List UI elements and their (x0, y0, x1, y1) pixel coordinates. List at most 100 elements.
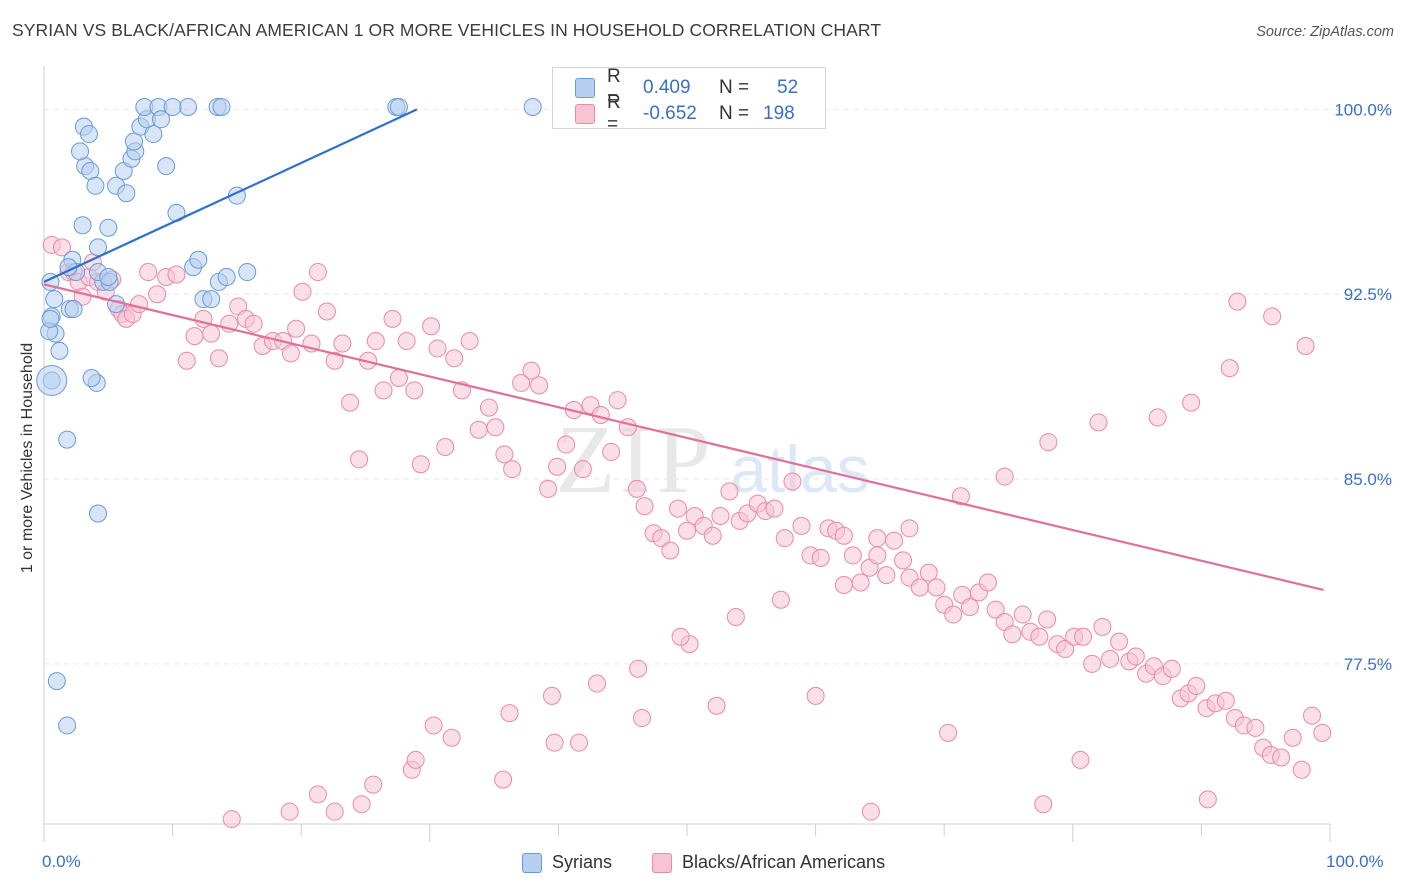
black-point-78 (661, 541, 680, 560)
black-point-163 (545, 733, 564, 752)
black-point-142 (1216, 691, 1235, 710)
black-point-15 (130, 295, 149, 314)
black-point-104 (885, 531, 904, 550)
black-point-103 (877, 566, 896, 585)
legend-n-label: N = (719, 77, 750, 98)
black-point-75 (635, 497, 654, 516)
syrian-point-18 (86, 176, 105, 195)
black-point-28 (244, 314, 263, 333)
black-point-150 (1292, 760, 1311, 779)
y-tick-labels: 100.0% 92.5% 85.0% 77.5% (1334, 100, 1392, 673)
black-point-169 (308, 785, 327, 804)
black-point-57 (479, 398, 498, 417)
black-point-128 (1093, 617, 1112, 636)
black-point-122 (1038, 610, 1057, 629)
black-point-129 (1101, 649, 1120, 668)
black-point-121 (1030, 627, 1049, 646)
black-point-83 (703, 526, 722, 545)
black-point-62 (522, 361, 541, 380)
syrian-point-14 (71, 142, 90, 161)
black-point-77 (652, 529, 671, 548)
black-point-55 (460, 332, 479, 351)
black-point-1 (53, 238, 72, 257)
black-point-152 (1313, 723, 1332, 742)
black-point-40 (341, 393, 360, 412)
black-point-136 (1162, 659, 1181, 678)
black-point-188 (1039, 433, 1058, 452)
legend-swatch-syrians (575, 78, 595, 98)
black-point-45 (383, 309, 402, 328)
black-point-159 (861, 802, 880, 821)
black-point-90 (765, 499, 784, 518)
black-point-203 (364, 775, 383, 794)
black-point-193 (834, 575, 853, 594)
black-point-113 (960, 598, 979, 617)
black-point-63 (530, 376, 549, 395)
black-point-46 (389, 369, 408, 388)
black-point-111 (944, 605, 963, 624)
syrian-point-2 (45, 290, 64, 309)
black-point-60 (503, 460, 522, 479)
syrian-point-51 (89, 504, 108, 523)
black-point-197 (629, 659, 648, 678)
black-point-93 (792, 516, 811, 535)
series-syrians-points (36, 97, 542, 735)
syrian-point-49 (389, 97, 408, 116)
black-point-156 (1071, 750, 1090, 769)
series-legend-syrians[interactable]: Syrians (522, 852, 612, 873)
black-point-192 (868, 529, 887, 548)
y-tick-label-3: 77.5% (1344, 655, 1392, 674)
syrian-point-52 (47, 672, 66, 691)
syrian-point-16 (80, 125, 99, 144)
source-label: Source: ZipAtlas.com (1256, 24, 1394, 40)
legend-n-value-black: 198 (763, 103, 795, 124)
black-point-59 (495, 445, 514, 464)
black-point-145 (1246, 718, 1265, 737)
black-point-130 (1110, 632, 1129, 651)
black-point-190 (951, 487, 970, 506)
black-point-107 (910, 578, 929, 597)
syrian-point-50 (523, 97, 542, 116)
syrian-point-5 (50, 341, 69, 360)
black-point-44 (374, 381, 393, 400)
legend-row-syrians: R = 0.409 N = 52 (575, 66, 798, 109)
correlation-legend: R = 0.409 N = 52 R = -0.652 N = 198 (552, 66, 826, 135)
black-point-127 (1083, 654, 1102, 673)
legend-swatch-black (575, 104, 595, 124)
series-legend-label-syrians: Syrians (552, 852, 613, 872)
syrian-point-12 (73, 216, 92, 235)
black-point-48 (405, 381, 424, 400)
syrian-point-43 (202, 290, 221, 309)
grid-lines (44, 108, 1392, 665)
black-point-23 (202, 324, 221, 343)
series-legend-swatch-black (652, 852, 672, 873)
series-legend-black[interactable]: Blacks/African Americans (652, 852, 885, 873)
series-legend-swatch-syrians (522, 852, 542, 873)
black-point-170 (280, 802, 299, 821)
black-point-91 (775, 529, 794, 548)
legend-r-label: R = (607, 66, 621, 109)
black-point-56 (469, 420, 488, 439)
black-point-160 (707, 696, 726, 715)
black-point-182 (1263, 307, 1282, 326)
black-point-84 (711, 506, 730, 525)
black-point-38 (325, 351, 344, 370)
black-point-116 (986, 600, 1005, 619)
syrian-point-55 (41, 309, 60, 328)
trend-line-syrians (43, 108, 418, 283)
black-point-79 (668, 499, 687, 518)
black-point-124 (1056, 640, 1075, 659)
black-point-201 (442, 728, 461, 747)
black-point-199 (542, 686, 561, 705)
black-point-52 (436, 438, 455, 456)
black-point-61 (512, 373, 531, 392)
series-legend: Syrians Blacks/African Americans (0, 852, 1406, 878)
black-point-20 (177, 351, 196, 370)
black-point-191 (900, 519, 919, 538)
black-point-53 (445, 349, 464, 368)
black-point-39 (333, 334, 352, 353)
black-point-19 (167, 265, 186, 284)
watermark-atlas: atlas (730, 432, 869, 506)
black-point-109 (927, 578, 946, 597)
syrian-point-39 (179, 97, 198, 116)
